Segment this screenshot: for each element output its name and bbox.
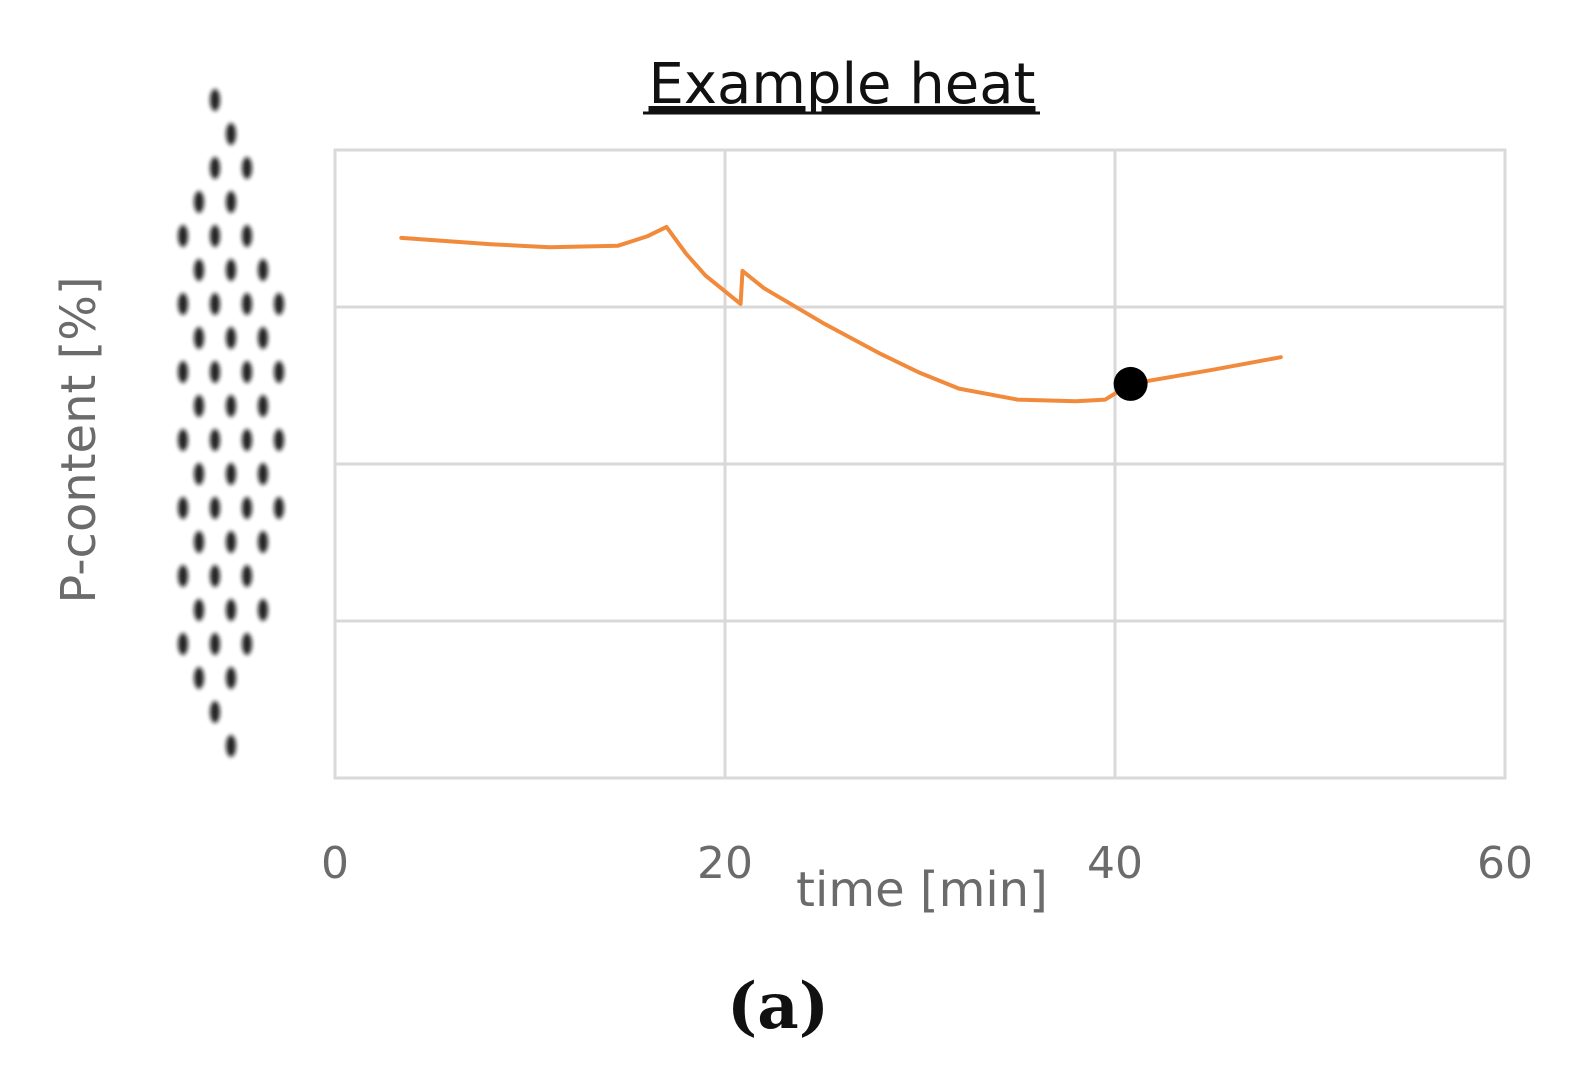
x-tick-label: 0 [321, 838, 349, 889]
pattern-dot [226, 327, 236, 349]
pattern-dot [242, 225, 252, 247]
plot-grid [333, 148, 1507, 780]
pattern-dot [194, 531, 204, 553]
pattern-dot [274, 429, 284, 451]
pattern-dot [178, 225, 188, 247]
pattern-dot [226, 735, 236, 757]
pattern-dot [178, 293, 188, 315]
pattern-dot [242, 293, 252, 315]
pattern-dot [274, 497, 284, 519]
pattern-dot [210, 633, 220, 655]
pattern-dot [194, 599, 204, 621]
x-axis-label: time [min] [796, 862, 1048, 918]
pattern-dot [258, 327, 268, 349]
chart-title: Example heat [649, 52, 1036, 117]
pattern-dot [178, 361, 188, 383]
pattern-dot [178, 633, 188, 655]
pattern-dot [274, 361, 284, 383]
pattern-dot [210, 429, 220, 451]
redaction-pattern [178, 89, 284, 757]
pattern-dot [258, 531, 268, 553]
marker-point [1113, 366, 1148, 401]
pattern-dot [178, 429, 188, 451]
pattern-dot [178, 565, 188, 587]
pattern-dot [210, 157, 220, 179]
pattern-dot [242, 361, 252, 383]
pattern-dot [210, 497, 220, 519]
x-tick-labels: 0 20 40 60 [321, 838, 1533, 889]
panel-caption: (a) [727, 969, 829, 1044]
pattern-dot [242, 497, 252, 519]
pattern-dot [194, 259, 204, 281]
pattern-dot [194, 463, 204, 485]
pattern-dot [274, 293, 284, 315]
pattern-dot [210, 89, 220, 111]
pattern-dot [210, 293, 220, 315]
x-tick-label: 60 [1477, 838, 1533, 889]
pattern-dot [258, 463, 268, 485]
pattern-dot [210, 565, 220, 587]
pattern-dot [226, 395, 236, 417]
series-line [399, 224, 1283, 404]
x-tick-label: 20 [697, 838, 753, 889]
pattern-dot [226, 531, 236, 553]
pattern-dot [194, 191, 204, 213]
pattern-dot [226, 259, 236, 281]
pattern-dot [194, 395, 204, 417]
pattern-dot [210, 701, 220, 723]
pattern-dot [258, 259, 268, 281]
pattern-dot [226, 123, 236, 145]
pattern-dot [226, 599, 236, 621]
pattern-dot [242, 157, 252, 179]
pattern-dot [242, 429, 252, 451]
pattern-dot [258, 395, 268, 417]
pattern-dot [210, 361, 220, 383]
pattern-dot [194, 667, 204, 689]
x-tick-label: 40 [1087, 838, 1143, 889]
pattern-dot [178, 497, 188, 519]
pattern-dot [210, 225, 220, 247]
pattern-dot [226, 191, 236, 213]
y-axis-label: P-content [%] [51, 276, 107, 603]
pattern-dot [194, 327, 204, 349]
pattern-dot [242, 633, 252, 655]
pattern-dot [258, 599, 268, 621]
pattern-dot [242, 565, 252, 587]
pattern-dot [226, 667, 236, 689]
pattern-dot [226, 463, 236, 485]
